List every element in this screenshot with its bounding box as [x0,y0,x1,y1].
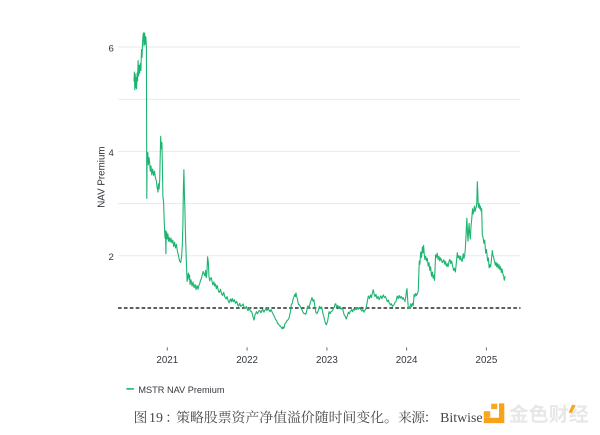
svg-text:2: 2 [108,252,113,263]
svg-text:NAV Premium: NAV Premium [96,146,107,207]
svg-text:Bitwise: Bitwise [440,411,482,426]
svg-text:4: 4 [108,148,114,159]
svg-text:2025: 2025 [476,355,498,366]
svg-text:MSTR NAV Premium: MSTR NAV Premium [138,385,224,395]
svg-text:2021: 2021 [156,355,178,366]
svg-text:2023: 2023 [316,355,338,366]
svg-text:2024: 2024 [396,355,418,366]
svg-text:2022: 2022 [236,355,258,366]
svg-text:19: 19 [149,411,163,426]
svg-text:6: 6 [108,43,113,54]
